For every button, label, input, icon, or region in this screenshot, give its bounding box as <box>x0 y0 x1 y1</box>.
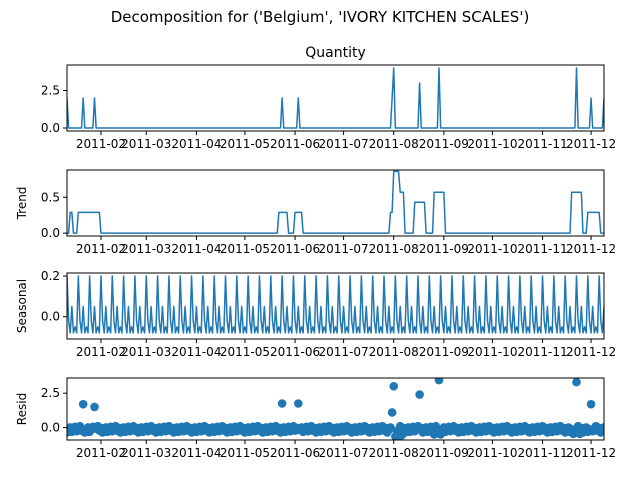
plot-area <box>67 67 604 129</box>
axes-frame <box>66 377 605 441</box>
x-tick-label: 2011-06 <box>270 345 320 359</box>
x-tick-label: 2011-07 <box>319 137 369 151</box>
x-tick-label: 2011-10 <box>467 242 517 256</box>
x-tick-label: 2011-12 <box>566 137 616 151</box>
x-tick-label: 2011-08 <box>369 345 419 359</box>
x-tick-label: 2011-05 <box>220 446 270 460</box>
panel-title: Quantity <box>305 45 366 61</box>
axes-frame <box>66 169 605 237</box>
y-tick-label: 0.0 <box>41 121 60 135</box>
x-tick-label: 2011-03 <box>121 345 171 359</box>
x-tick-label: 2011-12 <box>566 242 616 256</box>
x-tick-label: 2011-05 <box>220 242 270 256</box>
x-tick-label: 2011-11 <box>517 345 567 359</box>
x-tick-label: 2011-05 <box>220 137 270 151</box>
x-tick-label: 2011-07 <box>319 446 369 460</box>
x-tick-label: 2011-12 <box>566 345 616 359</box>
x-tick-label: 2011-09 <box>419 345 469 359</box>
x-tick-label: 2011-03 <box>121 137 171 151</box>
series-line <box>67 170 604 234</box>
resid-point <box>389 381 399 391</box>
axes-frame <box>66 272 605 340</box>
resid-point <box>387 408 397 417</box>
x-tick-label: 2011-11 <box>517 137 567 151</box>
x-tick-label: 2011-02 <box>76 446 126 460</box>
y-tick-label: 0.5 <box>41 190 60 204</box>
resid-point <box>90 402 99 412</box>
resid-point <box>434 378 444 385</box>
y-axis-label: Seasonal <box>15 279 29 333</box>
y-tick-label: 0.0 <box>41 310 60 324</box>
resid-point <box>386 423 395 432</box>
x-tick-label: 2011-03 <box>121 242 171 256</box>
resid-point <box>599 423 604 432</box>
y-tick-label: 0.2 <box>41 269 60 283</box>
plot-area <box>67 170 604 234</box>
resid-point <box>415 390 424 399</box>
x-tick-label: 2011-12 <box>566 446 616 460</box>
y-tick-label: 2.5 <box>41 386 60 400</box>
x-tick-label: 2011-08 <box>369 242 419 256</box>
x-tick-label: 2011-05 <box>220 345 270 359</box>
x-tick-label: 2011-10 <box>467 446 517 460</box>
figure-suptitle: Decomposition for ('Belgium', 'IVORY KIT… <box>111 8 530 26</box>
x-tick-label: 2011-02 <box>76 242 126 256</box>
x-tick-label: 2011-04 <box>171 446 221 460</box>
x-tick-label: 2011-09 <box>419 137 469 151</box>
x-tick-label: 2011-07 <box>319 345 369 359</box>
x-tick-label: 2011-10 <box>467 345 517 359</box>
plot-area <box>67 275 604 334</box>
x-tick-label: 2011-07 <box>319 242 369 256</box>
resid-point <box>586 399 596 409</box>
x-tick-label: 2011-04 <box>171 345 221 359</box>
x-tick-label: 2011-09 <box>419 242 469 256</box>
x-tick-label: 2011-04 <box>171 137 221 151</box>
x-tick-label: 2011-08 <box>369 446 419 460</box>
resid-point <box>277 399 287 408</box>
resid-point <box>572 378 581 387</box>
x-tick-label: 2011-06 <box>270 242 320 256</box>
resid-point <box>294 399 303 408</box>
x-tick-label: 2011-06 <box>270 137 320 151</box>
x-tick-label: 2011-03 <box>121 446 171 460</box>
x-tick-label: 2011-09 <box>419 446 469 460</box>
x-tick-label: 2011-04 <box>171 242 221 256</box>
resid-point <box>78 399 88 409</box>
y-tick-label: 0.0 <box>41 421 60 435</box>
y-axis-label: Resid <box>15 393 29 425</box>
x-tick-label: 2011-11 <box>517 446 567 460</box>
x-tick-label: 2011-02 <box>76 345 126 359</box>
x-tick-label: 2011-10 <box>467 137 517 151</box>
x-tick-label: 2011-02 <box>76 137 126 151</box>
series-line <box>67 67 604 129</box>
y-tick-label: 2.5 <box>41 84 60 98</box>
x-tick-label: 2011-08 <box>369 137 419 151</box>
x-tick-label: 2011-11 <box>517 242 567 256</box>
x-tick-label: 2011-06 <box>270 446 320 460</box>
y-axis-label: Trend <box>15 187 29 221</box>
plot-area <box>67 378 604 440</box>
axes-frame <box>66 64 605 132</box>
y-tick-label: 0.0 <box>41 226 60 240</box>
series-line <box>67 275 604 334</box>
